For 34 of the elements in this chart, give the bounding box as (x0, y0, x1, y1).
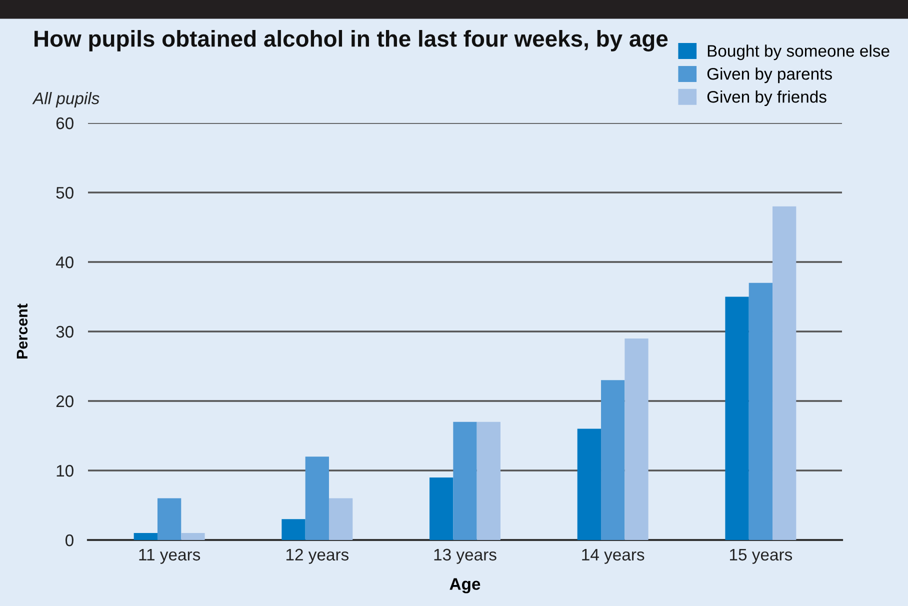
bar (430, 477, 454, 540)
bar (328, 498, 353, 540)
bar (577, 428, 602, 540)
y-tick-label: 40 (56, 256, 74, 268)
bar (725, 296, 749, 540)
x-tick-label: 11 years (139, 548, 200, 564)
legend-label: Given by friends (707, 90, 826, 106)
bar (476, 422, 500, 540)
bar (772, 206, 796, 540)
x-tick-label: 13 years (434, 548, 496, 564)
x-axis-title: Age (450, 578, 480, 594)
bar (748, 282, 773, 540)
chart-title: How pupils obtained alcohol in the last four weeks, by age (34, 30, 668, 52)
bar (282, 519, 306, 540)
y-tick-label: 20 (56, 395, 74, 408)
bar (624, 338, 648, 540)
y-tick-label: 30 (56, 326, 74, 338)
y-axis-title: Percent (16, 304, 28, 358)
y-tick-label: 0 (65, 534, 74, 546)
bar (157, 498, 182, 540)
x-tick-label: 12 years (286, 548, 349, 564)
x-tick-label: 14 years (582, 548, 644, 564)
bar (601, 380, 625, 540)
bar (181, 533, 205, 540)
y-tick-label: 10 (56, 464, 74, 477)
bar (134, 533, 158, 540)
legend-label: Given by parents (707, 68, 832, 84)
chart-subtitle: All pupils (32, 92, 100, 108)
bar (305, 456, 329, 540)
legend-label: Bought by someone else (708, 44, 890, 60)
x-tick-label: 15 years (730, 548, 792, 564)
y-tick-label: 50 (56, 186, 74, 199)
y-tick-label: 60 (56, 117, 74, 130)
bar (453, 422, 477, 540)
